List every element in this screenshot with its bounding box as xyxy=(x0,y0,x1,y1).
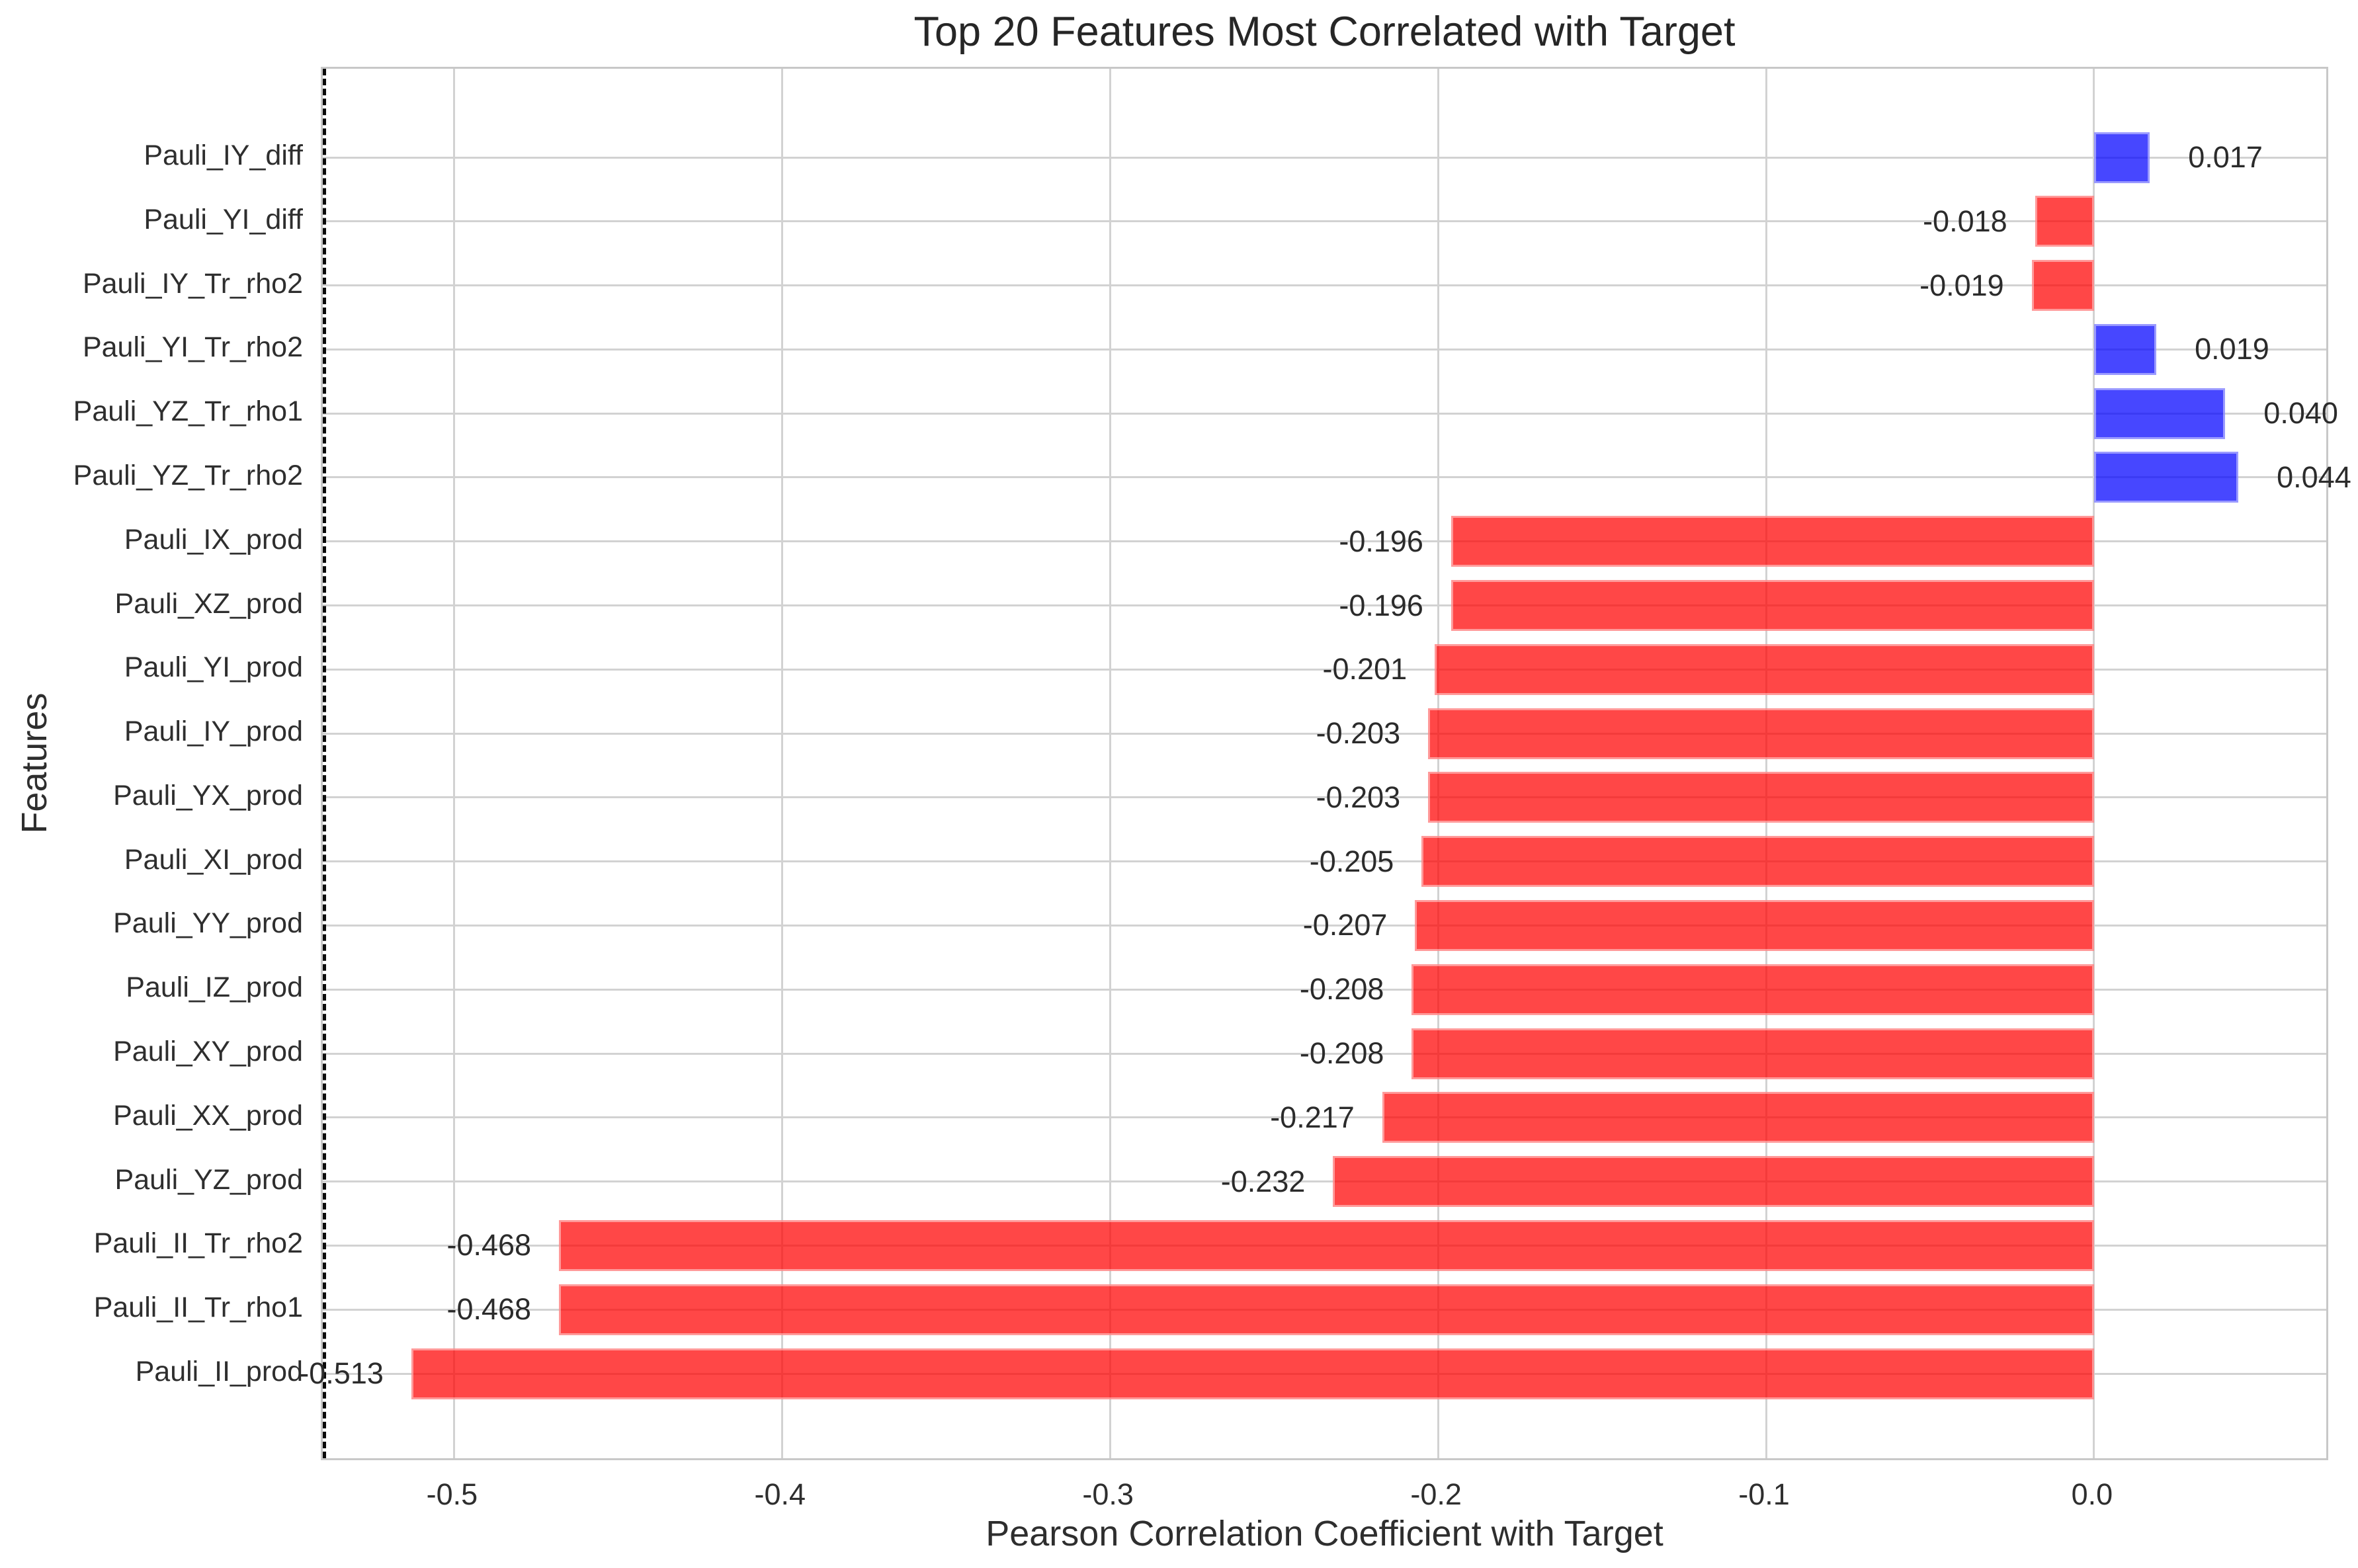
y-gridline xyxy=(323,540,2326,543)
bar-value-label: -0.208 xyxy=(1299,972,1384,1007)
x-gridline xyxy=(780,69,783,1458)
y-gridline xyxy=(323,476,2326,479)
bar xyxy=(411,1348,2094,1399)
y-gridline xyxy=(323,156,2326,159)
x-tick-label: -0.4 xyxy=(754,1477,806,1511)
y-tick-label: Pauli_YX_prod xyxy=(113,779,303,811)
y-tick-label: Pauli_YZ_Tr_rho1 xyxy=(73,395,303,428)
bar xyxy=(1382,1092,2094,1143)
bar-value-label: -0.201 xyxy=(1322,652,1408,686)
bar xyxy=(1451,516,2094,567)
y-gridline xyxy=(323,1052,2326,1055)
bar-value-label: -0.019 xyxy=(1919,268,2004,302)
bar-value-label: -0.196 xyxy=(1339,588,1423,622)
x-gridline xyxy=(1765,69,1767,1458)
y-tick-label: Pauli_IY_diff xyxy=(144,140,303,171)
bar xyxy=(2035,196,2094,247)
bar-value-label: -0.208 xyxy=(1299,1036,1384,1071)
y-tick-label: Pauli_IZ_prod xyxy=(126,971,303,1004)
x-tick-label: -0.5 xyxy=(426,1477,478,1511)
bar-value-label: -0.468 xyxy=(446,1292,532,1327)
bar-value-label: 0.017 xyxy=(2188,140,2263,174)
y-tick-label: Pauli_YI_prod xyxy=(124,651,303,684)
x-gridline xyxy=(1109,69,1111,1458)
bar xyxy=(1415,899,2094,951)
y-tick-label: Pauli_II_Tr_rho1 xyxy=(93,1292,303,1324)
y-tick-label: Pauli_II_prod xyxy=(135,1356,303,1387)
y-tick-label: Pauli_XY_prod xyxy=(113,1036,303,1068)
bar xyxy=(1435,643,2094,695)
y-gridline xyxy=(323,796,2326,799)
x-axis-title: Pearson Correlation Coefficient with Tar… xyxy=(986,1514,1663,1553)
x-gridline xyxy=(1437,69,1439,1458)
bar-value-label: -0.207 xyxy=(1302,908,1388,942)
bar xyxy=(2093,388,2226,439)
y-gridline xyxy=(323,412,2326,415)
bar-value-label: 0.019 xyxy=(2195,332,2269,366)
y-tick-label: Pauli_IX_prod xyxy=(124,523,303,556)
y-gridline xyxy=(323,604,2326,607)
y-tick-label: Pauli_XZ_prod xyxy=(114,587,303,620)
y-tick-label: Pauli_IY_prod xyxy=(124,716,303,748)
bar-value-label: -0.203 xyxy=(1316,780,1401,814)
bar xyxy=(1428,772,2094,823)
bar-value-label: -0.217 xyxy=(1270,1100,1355,1134)
plot-area: 0.017 -0.018 -0.019 0.019 0.040 0.044 -0.196 -0… xyxy=(299,67,2351,1460)
y-gridline xyxy=(323,668,2326,671)
y-tick-label: Pauli_IY_Tr_rho2 xyxy=(82,267,303,300)
x-gridline xyxy=(452,69,455,1458)
x-tick-label: 0.0 xyxy=(2071,1477,2113,1511)
bar-value-label: -0.205 xyxy=(1309,844,1394,878)
zero-reference-line xyxy=(323,69,326,1458)
y-tick-label: Pauli_YZ_Tr_rho2 xyxy=(73,459,303,491)
y-tick-label: Pauli_YY_prod xyxy=(113,907,303,940)
bar xyxy=(559,1219,2094,1271)
x-tick-label: -0.3 xyxy=(1082,1477,1134,1511)
bar xyxy=(2093,452,2239,503)
y-gridline xyxy=(323,284,2326,287)
bar xyxy=(2093,323,2157,375)
bar-value-label: 0.044 xyxy=(2277,460,2351,494)
x-tick-label: -0.2 xyxy=(1410,1477,1462,1511)
chart-title: Top 20 Features Most Correlated with Tar… xyxy=(913,9,1736,55)
y-gridline xyxy=(323,348,2326,351)
x-gridline xyxy=(2093,69,2095,1458)
y-gridline xyxy=(323,988,2326,991)
bar-value-label: -0.203 xyxy=(1316,716,1401,751)
y-gridline xyxy=(323,1116,2326,1119)
y-gridline xyxy=(323,860,2326,863)
bar-value-label: -0.018 xyxy=(1923,204,2007,238)
bar xyxy=(1428,708,2094,759)
bar-value-label: -0.196 xyxy=(1339,524,1423,558)
bar xyxy=(2093,132,2150,183)
x-tick-label: -0.1 xyxy=(1738,1477,1790,1511)
bar xyxy=(1333,1156,2094,1208)
y-gridline xyxy=(323,220,2326,223)
y-tick-label: Pauli_YI_Tr_rho2 xyxy=(82,331,303,364)
y-tick-label: Pauli_XI_prod xyxy=(124,843,303,876)
y-gridline xyxy=(323,1180,2326,1183)
y-tick-label: Pauli_II_Tr_rho2 xyxy=(93,1227,303,1260)
bar xyxy=(2031,260,2094,311)
y-tick-label: Pauli_YI_diff xyxy=(144,203,303,235)
bar-value-label: 0.040 xyxy=(2263,396,2338,431)
bar xyxy=(1421,836,2094,887)
y-gridline xyxy=(323,924,2326,927)
y-tick-label: Pauli_XX_prod xyxy=(113,1099,303,1132)
bar-value-label: -0.232 xyxy=(1220,1164,1306,1198)
y-gridline xyxy=(323,732,2326,735)
bar-value-label: -0.513 xyxy=(299,1356,384,1390)
bar xyxy=(1411,964,2094,1015)
bar xyxy=(1451,580,2094,632)
bar xyxy=(1411,1028,2094,1079)
bar-value-label: -0.468 xyxy=(446,1228,532,1262)
y-tick-label: Pauli_YZ_prod xyxy=(114,1163,303,1196)
bar xyxy=(559,1284,2094,1335)
